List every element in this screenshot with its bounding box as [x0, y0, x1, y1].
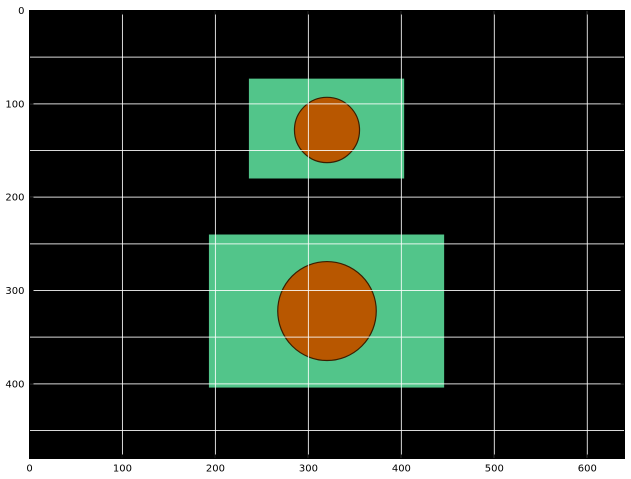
- x-tick-label: 0: [26, 464, 32, 475]
- x-tick-label: 600: [578, 464, 597, 475]
- x-tick-label: 100: [113, 464, 132, 475]
- y-tick-label: 0: [18, 6, 24, 17]
- y-tick-label: 200: [5, 193, 24, 204]
- x-tick-label: 200: [206, 464, 225, 475]
- y-tick-label: 400: [5, 379, 24, 390]
- axes-frame: [29, 10, 625, 459]
- y-tick-label: 100: [5, 99, 24, 110]
- grid-lines: [29, 10, 625, 459]
- x-tick-label: 400: [392, 464, 411, 475]
- image-shapes: [208, 78, 445, 388]
- y-tick-label: 300: [5, 286, 24, 297]
- tick-labels: 0 100 200 300 400 500 600 0 100 200 300 400: [5, 6, 596, 475]
- orange-circle-1: [293, 96, 361, 164]
- x-tick-label: 500: [485, 464, 504, 475]
- orange-circle-2: [277, 260, 377, 362]
- x-tick-label: 300: [299, 464, 318, 475]
